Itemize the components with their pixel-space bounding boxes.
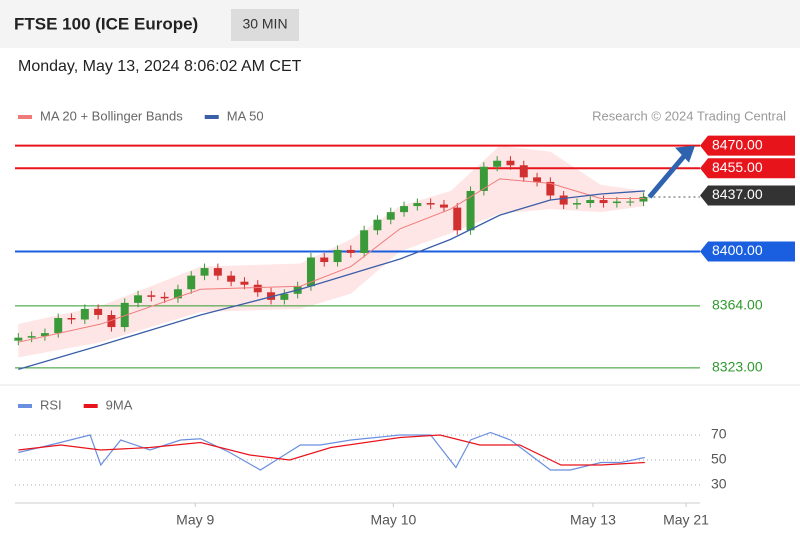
candle-body: [386, 212, 395, 220]
candle-body: [134, 295, 143, 303]
legend-label: RSI: [40, 397, 62, 412]
level-label-box: [700, 135, 795, 156]
candle-body: [559, 195, 568, 205]
candle-body: [27, 336, 36, 338]
forecast-arrow-head: [675, 145, 695, 163]
candle-body: [333, 249, 342, 263]
candle-body: [479, 166, 488, 191]
candle-body: [120, 302, 129, 328]
level-label: 8470.00: [712, 136, 763, 152]
candle-body: [533, 177, 542, 182]
y-tick-label: 50: [711, 451, 727, 467]
ma-line: [18, 190, 645, 371]
legend-label: 9MA: [106, 397, 133, 412]
level-label-box: [700, 241, 795, 262]
candle-body: [400, 206, 409, 213]
candle-body: [213, 268, 222, 276]
level-label: 8400.00: [712, 242, 763, 258]
header-bar: [0, 0, 800, 48]
credit: Research © 2024 Trading Central: [592, 108, 786, 123]
candle-body: [107, 314, 116, 328]
level-label: 8437.00: [712, 186, 763, 202]
rsi-line: [18, 431, 645, 471]
ma-line: [18, 178, 645, 343]
candle-body: [187, 275, 196, 290]
legend-label: MA 50: [227, 108, 264, 123]
x-tick-label: May 13: [570, 512, 616, 528]
candle-body: [453, 207, 462, 231]
candle-body: [639, 197, 648, 202]
level-label-box: [700, 185, 795, 206]
candle-body: [612, 201, 621, 204]
legend-swatch: [18, 115, 32, 119]
candle-body: [227, 275, 236, 282]
level-label: 8455.00: [712, 159, 763, 175]
candle-body: [346, 249, 355, 253]
y-tick-label: 30: [711, 476, 727, 492]
candle-body: [14, 337, 23, 341]
level-label: 8364.00: [712, 297, 763, 313]
candle-body: [267, 292, 276, 300]
rsi-line: [18, 434, 645, 466]
candle-body: [493, 160, 502, 167]
interval-box[interactable]: [231, 9, 299, 41]
candle-body: [253, 284, 262, 293]
level-label-box: [700, 158, 795, 179]
legend-swatch: [83, 404, 98, 408]
candle-body: [506, 160, 515, 166]
candle-body: [54, 317, 63, 334]
title: FTSE 100 (ICE Europe): [14, 14, 198, 33]
candle-body: [599, 200, 608, 204]
candle-body: [586, 200, 595, 204]
y-tick-label: 70: [711, 426, 727, 442]
x-tick-label: May 21: [663, 512, 709, 528]
candle-body: [147, 295, 156, 297]
candle-body: [94, 308, 103, 315]
candle-body: [320, 257, 329, 263]
candle-body: [200, 268, 209, 276]
candle-body: [40, 333, 49, 337]
candle-body: [240, 281, 249, 285]
candle-body: [360, 230, 369, 253]
x-tick-label: May 10: [370, 512, 416, 528]
candle-body: [466, 190, 475, 231]
candle-body: [426, 203, 435, 205]
candle-body: [546, 181, 555, 196]
legend-swatch: [18, 404, 32, 408]
candle-body: [67, 317, 76, 320]
level-label: 8323.00: [712, 359, 763, 375]
forecast-arrow: [647, 150, 689, 199]
candle-body: [160, 296, 169, 299]
candle-body: [280, 293, 289, 300]
interval[interactable]: 30 MIN: [242, 16, 287, 32]
datetime: Monday, May 13, 2024 8:06:02 AM CET: [18, 58, 302, 75]
legend-swatch: [204, 115, 219, 119]
candle-body: [572, 203, 581, 205]
x-tick-label: May 9: [176, 512, 214, 528]
candle-body: [519, 165, 528, 178]
candle-body: [80, 308, 89, 320]
candle-body: [626, 201, 635, 203]
candle-body: [373, 219, 382, 231]
candle-body: [306, 257, 315, 287]
candle-body: [439, 204, 448, 208]
legend-label: MA 20 + Bollinger Bands: [40, 108, 183, 123]
candle-body: [173, 289, 182, 299]
candle-body: [413, 203, 422, 207]
